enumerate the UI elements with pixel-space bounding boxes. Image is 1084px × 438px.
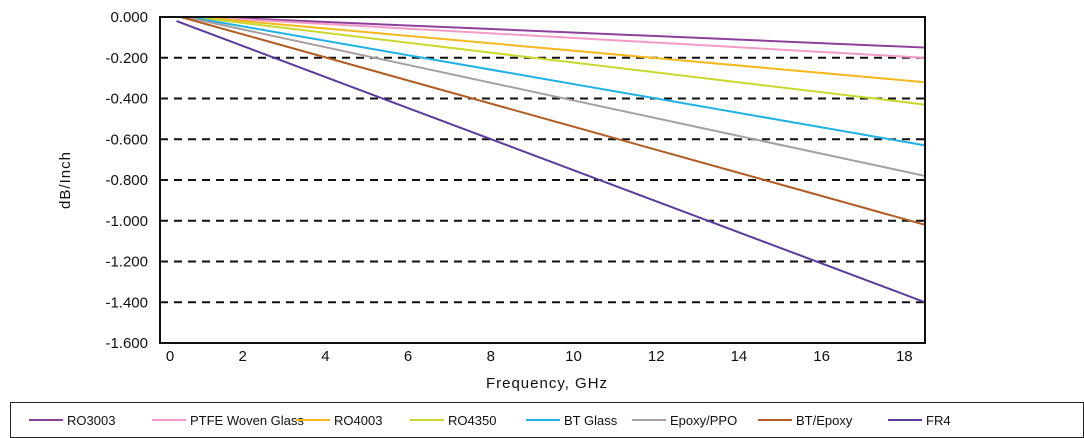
legend-item: FR4 [888,411,951,429]
legend-label: Epoxy/PPO [670,412,738,428]
y-axis-title: dB/Inch [57,151,74,209]
legend-item: RO3003 [29,411,115,429]
plot-frame [159,16,926,344]
x-tick-label: 12 [648,348,665,365]
legend-label: PTFE Woven Glass [190,412,304,428]
x-tick-label: 10 [565,348,582,365]
y-tick-labels: 0.000 -0.200 -0.400 -0.600 -0.800 -1.000 -1.20… [105,9,148,352]
legend-item: BT/Epoxy [758,411,852,429]
legend-item: BT Glass [526,411,617,429]
y-tick-label: -0.200 [105,50,148,67]
legend-swatch [526,419,560,421]
x-tick-label: 4 [321,348,329,365]
y-tick-label: -0.600 [105,131,148,148]
series-line-ro4350 [192,16,926,106]
series-line-bt-epoxy [180,16,926,226]
legend-swatch [29,419,63,421]
series-line-ro3003 [209,16,926,49]
legend-swatch [758,419,792,421]
series-line-fr4 [176,20,926,304]
legend-item: PTFE Woven Glass [152,411,304,429]
y-tick-label: 0.000 [110,9,148,26]
legend-label: FR4 [926,412,951,428]
chart-svg: 0.000 -0.200 -0.400 -0.600 -0.800 -1.000 -1.20… [57,9,926,392]
legend-swatch [152,419,186,421]
x-axis-title: Frequency, GHz [486,375,608,392]
y-tick-label: -1.200 [105,254,148,271]
series-lines [176,16,926,304]
legend-item: RO4350 [410,411,496,429]
y-tick-label: -1.600 [105,335,148,352]
legend-swatch [410,419,444,421]
x-tick-label: 6 [404,348,412,365]
series-line-bt-glass [188,16,926,147]
legend-item: RO4003 [296,411,382,429]
legend-label: BT/Epoxy [796,412,853,428]
y-tick-label: -1.400 [105,294,148,311]
x-tick-labels: 0 2 4 6 8 10 12 14 16 18 [166,348,913,365]
series-line-ptfe-woven-glass [201,16,926,59]
series-line-ro4003 [197,16,926,84]
legend-label: BT Glass [564,412,618,428]
legend-item: Epoxy/PPO [632,411,737,429]
x-tick-label: 14 [731,348,748,365]
series-line-epoxy-ppo [184,16,926,177]
grid-lines [160,56,925,304]
y-tick-label: -0.400 [105,91,148,108]
x-tick-label: 18 [896,348,913,365]
y-tick-label: -0.800 [105,172,148,189]
x-tick-label: 0 [166,348,174,365]
x-tick-label: 8 [487,348,495,365]
y-tick-label: -1.000 [105,213,148,230]
legend-swatch [888,419,922,421]
legend-label: RO3003 [67,412,116,428]
x-tick-label: 16 [813,348,830,365]
legend-label: RO4003 [334,412,383,428]
legend-swatch [632,419,666,421]
x-tick-label: 2 [239,348,247,365]
legend: RO3003 PTFE Woven Glass RO4003 RO4350 BT Gla… [10,402,1084,438]
legend-swatch [296,419,330,421]
legend-label: RO4350 [448,412,497,428]
